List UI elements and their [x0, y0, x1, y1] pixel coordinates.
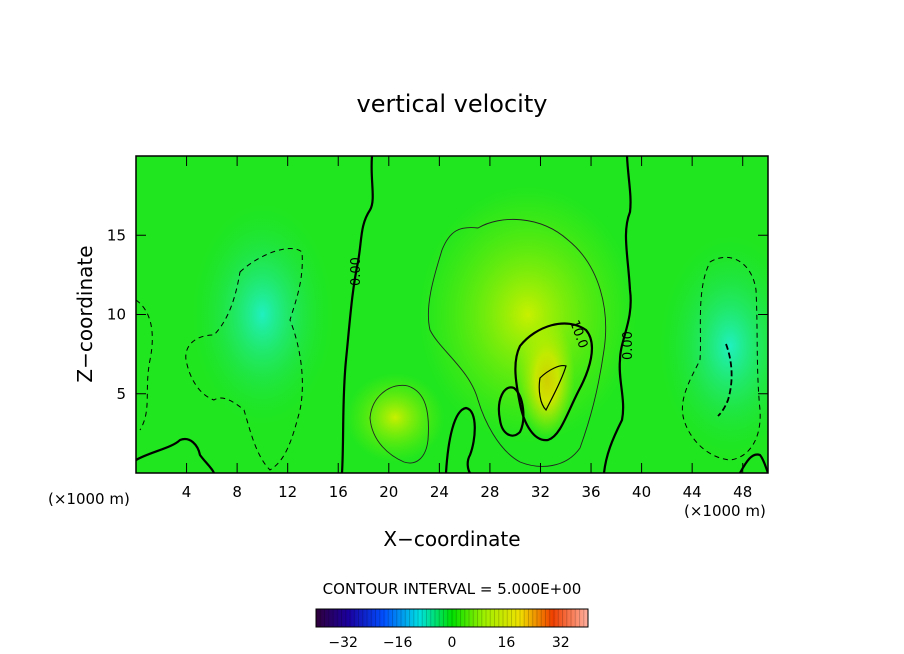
x-tick-label: 12 — [278, 483, 297, 501]
velocity-feature-downdraft-3 — [192, 204, 333, 425]
x-tick-label: 20 — [379, 483, 398, 501]
x-axis-label: X−coordinate — [383, 527, 520, 551]
x-tick-label: 28 — [480, 483, 499, 501]
contour-neg-left — [185, 248, 303, 471]
chart-title: vertical velocity — [357, 90, 548, 118]
velocity-field — [192, 184, 768, 463]
contour-5-low — [369, 384, 429, 464]
x-tick-label: 36 — [581, 483, 600, 501]
contour-neg-far-left — [136, 299, 153, 431]
plot-area — [136, 156, 768, 473]
colorbar-tick-label: 32 — [552, 635, 570, 651]
y-axis-label: Z−coordinate — [73, 245, 97, 382]
x-tick-label: 48 — [733, 483, 752, 501]
contour-neg-right — [681, 256, 761, 461]
y-tick-label: 10 — [107, 306, 126, 324]
zero-contour-bottom-left — [136, 437, 216, 473]
zero-contour-bottom-right — [739, 453, 768, 473]
contour-5-big — [427, 219, 607, 467]
x-tick-label: 24 — [430, 483, 449, 501]
y-axis-ticks: 5 10 15 — [107, 226, 768, 403]
contour-label-zero-left: 0.00 — [349, 257, 364, 286]
x-axis-unit-right: (×1000 m) — [684, 502, 766, 520]
contour-10 — [514, 322, 594, 442]
zero-contour-left — [340, 156, 374, 473]
x-tick-label: 4 — [182, 483, 192, 501]
x-tick-label: 40 — [632, 483, 651, 501]
zero-contour-right — [602, 156, 632, 473]
y-tick-label: 15 — [107, 226, 126, 244]
colorbar-tick-label: −16 — [383, 635, 413, 651]
colorbar-frame — [315, 608, 589, 628]
x-tick-label: 44 — [683, 483, 702, 501]
colorbar-ticks: −32 −16 0 16 32 — [328, 635, 569, 651]
zero-contour-bottom-mid — [444, 406, 476, 473]
y-tick-label: 5 — [116, 385, 126, 403]
colorbar-stripes — [319, 609, 585, 627]
x-axis-ticks: 4 8 12 16 20 24 28 32 36 40 44 48 — [182, 156, 752, 501]
x-tick-label: 16 — [329, 483, 348, 501]
x-tick-label: 32 — [531, 483, 550, 501]
colorbar-tick-label: 16 — [497, 635, 515, 651]
colorbar-tick-label: 0 — [448, 635, 457, 651]
velocity-feature-downdraft-4 — [660, 236, 768, 457]
contour-15 — [538, 365, 567, 412]
colorbar-tick-label: −32 — [328, 635, 358, 651]
velocity-feature-updraft-1 — [417, 184, 638, 445]
contour-neg-right-inner — [717, 343, 733, 417]
colorbar-gradient — [316, 609, 588, 627]
zero-contour-blob — [497, 386, 525, 437]
contour-interval-text: CONTOUR INTERVAL = 5.000E+00 — [323, 580, 582, 598]
contour-label-zero-right: 0.00 — [621, 331, 636, 360]
x-tick-label: 8 — [232, 483, 242, 501]
colorbar: −32 −16 0 16 32 — [315, 608, 589, 651]
x-axis-unit-left: (×1000 m) — [48, 490, 130, 508]
